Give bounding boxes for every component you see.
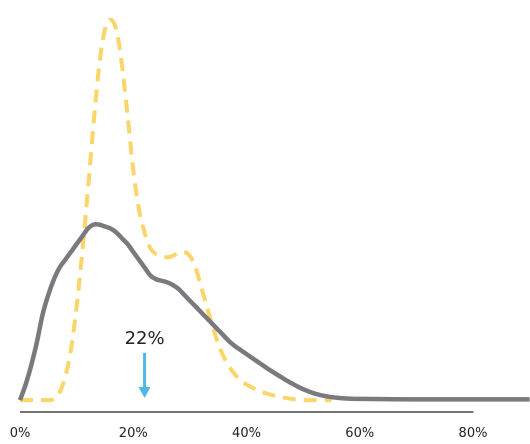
x-tick-label: 60% [345,426,374,441]
x-tick-label: 40% [232,426,261,441]
x-tick-label: 0% [10,426,31,441]
series-layer [17,17,530,403]
series-line-dashed [20,17,332,403]
annotation-layer: 22% [125,328,165,398]
annotation-label: 22% [125,328,165,349]
series-line-solid [17,221,530,402]
x-tick-label: 80% [459,426,488,441]
x-tick-label: 20% [119,426,148,441]
x-axis: 0% 20% 40% 60% 80% [10,411,488,441]
annotation-arrow-head [138,387,151,398]
